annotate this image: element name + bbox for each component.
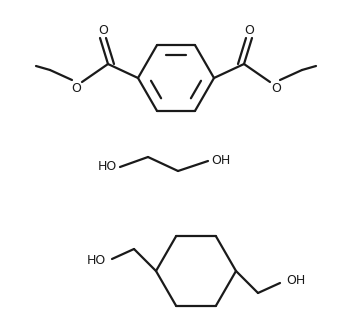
Text: HO: HO	[98, 160, 117, 173]
Text: O: O	[71, 82, 81, 96]
Text: O: O	[244, 23, 254, 37]
Text: O: O	[271, 82, 281, 96]
Text: OH: OH	[211, 155, 230, 168]
Text: HO: HO	[87, 255, 106, 268]
Text: O: O	[98, 23, 108, 37]
Text: OH: OH	[286, 274, 305, 288]
